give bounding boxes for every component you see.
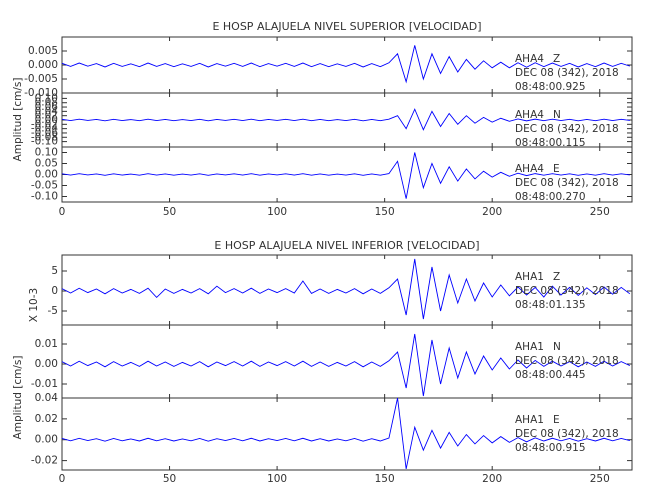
waveform [61,108,630,131]
y-tick-label: -0.10 [31,136,58,148]
panel-frame [61,397,633,471]
x-tick-label: 200 [482,206,502,218]
date-label: DEC 08 (342), 2018 [515,285,619,297]
x-tick-label: 100 [267,206,287,218]
x-tick-label: 50 [163,206,176,218]
y-tick-label: -0.10 [31,191,58,203]
time-label: 08:48:00.115 [515,137,586,149]
y-tick-label: 0.00 [35,169,58,181]
station-label: AHA4 [515,109,544,121]
y-tick-label: -0.010 [24,87,58,99]
component-label: Z [553,271,560,283]
y-tick-label: -0.04 [31,123,58,135]
time-label: 08:48:00.270 [515,191,586,203]
x-tick-label: 100 [267,473,287,485]
waveform [61,397,630,470]
y-tick-label: 0.000 [28,59,58,71]
x-tick-label: 0 [59,473,66,485]
y-axis-label: Amplitud [cm/s] [12,356,24,440]
y-tick-label: -0.005 [24,73,58,85]
waveform [61,152,630,199]
chart-title: E HOSP ALAJUELA NIVEL SUPERIOR [VELOCIDA… [212,20,481,33]
y-tick-label: -0.06 [31,127,58,139]
time-label: 08:48:00.915 [515,442,586,454]
y-tick-label: -0.05 [31,180,58,192]
y-tick-label: 0.01 [35,338,58,350]
x-tick-label: 150 [375,206,395,218]
y-tick-label: 0.00 [35,358,58,370]
y-tick-label: 0.05 [35,158,58,170]
y-tick-label: 0.04 [35,392,59,404]
station-label: AHA1 [515,414,544,426]
chart-title: E HOSP ALAJUELA NIVEL INFERIOR [VELOCIDA… [214,239,479,252]
waveform [61,333,631,397]
y-tick-label: 0.10 [35,92,58,104]
station-label: AHA4 [515,163,544,175]
y-tick-label: -5 [48,305,58,317]
y-tick-label: 0.00 [35,434,58,446]
y-tick-label: -0.02 [31,118,58,130]
date-label: DEC 08 (342), 2018 [515,123,619,135]
y-tick-label: 0 [51,285,58,297]
y-tick-label: 0.02 [35,413,58,425]
waveform [61,258,631,320]
waveform [61,45,630,84]
x-tick-label: 0 [59,206,66,218]
y-tick-label: 0.08 [35,97,58,109]
component-label: N [553,109,561,121]
y-tick-label: 0.00 [35,114,58,126]
y-tick-label: 0.10 [35,147,58,159]
y-tick-label: 0.06 [35,101,59,113]
x-tick-label: 250 [590,206,610,218]
y-tick-label: 0.04 [35,105,59,117]
x-tick-label: 200 [482,473,502,485]
station-label: AHA1 [515,341,544,353]
date-label: DEC 08 (342), 2018 [515,355,619,367]
station-label: AHA1 [515,271,544,283]
time-label: 08:48:01.135 [515,299,586,311]
time-label: 08:48:00.445 [515,369,586,381]
component-label: Z [553,53,560,65]
component-label: E [553,414,560,426]
y-tick-label: -0.08 [31,131,58,143]
date-label: DEC 08 (342), 2018 [515,67,619,79]
y-tick-label: 0.005 [28,45,58,57]
time-label: 08:48:00.925 [515,81,586,93]
date-label: DEC 08 (342), 2018 [515,428,619,440]
y-tick-label: -0.02 [31,455,58,467]
component-label: N [553,341,561,353]
x-tick-label: 150 [375,473,395,485]
axis-multiplier: X 10-3 [28,288,40,322]
date-label: DEC 08 (342), 2018 [515,177,619,189]
component-label: E [553,163,560,175]
y-tick-label: 0.02 [35,110,58,122]
y-axis-label: Amplitud [cm/s] [12,78,24,162]
station-label: AHA4 [515,53,544,65]
y-tick-label: 5 [51,265,58,277]
x-tick-label: 250 [590,473,610,485]
y-tick-label: -0.01 [31,378,58,390]
x-tick-label: 50 [163,473,176,485]
